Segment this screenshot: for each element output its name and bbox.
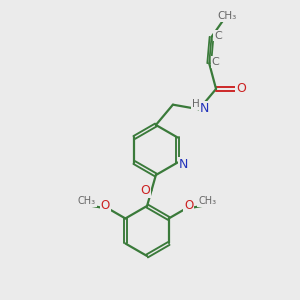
Text: O: O bbox=[236, 82, 246, 95]
Text: CH₃: CH₃ bbox=[78, 196, 96, 206]
Text: H: H bbox=[192, 99, 200, 109]
Text: N: N bbox=[179, 158, 188, 171]
Text: C: C bbox=[212, 57, 220, 67]
Text: O: O bbox=[140, 184, 150, 197]
Text: CH₃: CH₃ bbox=[198, 196, 216, 206]
Text: O: O bbox=[184, 199, 194, 212]
Text: CH₃: CH₃ bbox=[218, 11, 237, 21]
Text: N: N bbox=[200, 102, 210, 115]
Text: O: O bbox=[100, 199, 110, 212]
Text: C: C bbox=[214, 31, 222, 40]
